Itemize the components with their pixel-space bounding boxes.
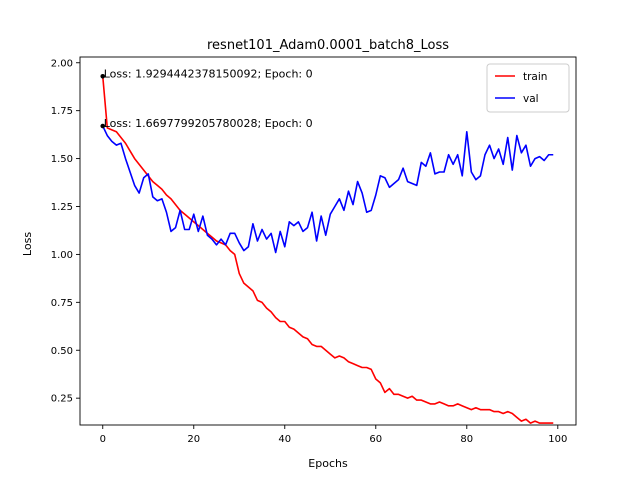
legend-label-train: train — [523, 71, 547, 83]
y-tick-label: 1.75 — [51, 106, 73, 117]
series-line-val — [102, 125, 554, 254]
legend: train val — [486, 63, 570, 113]
chart-title: resnet101_Adam0.0001_batch8_Loss — [207, 38, 449, 53]
y-tick-label: 0.50 — [51, 346, 73, 357]
plot-area: Loss: 1.9294442378150092; Epoch: 0 Loss: … — [51, 56, 577, 445]
x-tick-label: 40 — [278, 434, 291, 445]
annotation-marker — [100, 123, 106, 129]
x-tick-label: 60 — [369, 434, 382, 445]
y-tick-label: 0.75 — [51, 298, 73, 309]
series-line-train — [101, 76, 554, 424]
x-tick-label: 0 — [100, 434, 106, 445]
legend-label-val: val — [523, 93, 539, 105]
x-tick-label: 20 — [187, 434, 200, 445]
y-tick-label: 0.25 — [51, 394, 73, 405]
y-axis-title: Loss — [21, 232, 34, 256]
x-tick-label: 80 — [460, 434, 473, 445]
annotation-marker — [100, 73, 106, 79]
y-tick-label: 1.25 — [51, 202, 73, 213]
x-tick-label: 100 — [548, 434, 567, 445]
x-axis-title: Epochs — [308, 457, 348, 470]
annotation-label: Loss: 1.6697799205780028; Epoch: 0 — [104, 117, 313, 130]
y-tick-label: 1.50 — [51, 154, 73, 165]
y-tick-label: 2.00 — [51, 58, 73, 69]
annotation-label: Loss: 1.9294442378150092; Epoch: 0 — [104, 67, 313, 80]
y-tick-label: 1.00 — [51, 250, 73, 261]
axes-frame — [79, 56, 577, 426]
